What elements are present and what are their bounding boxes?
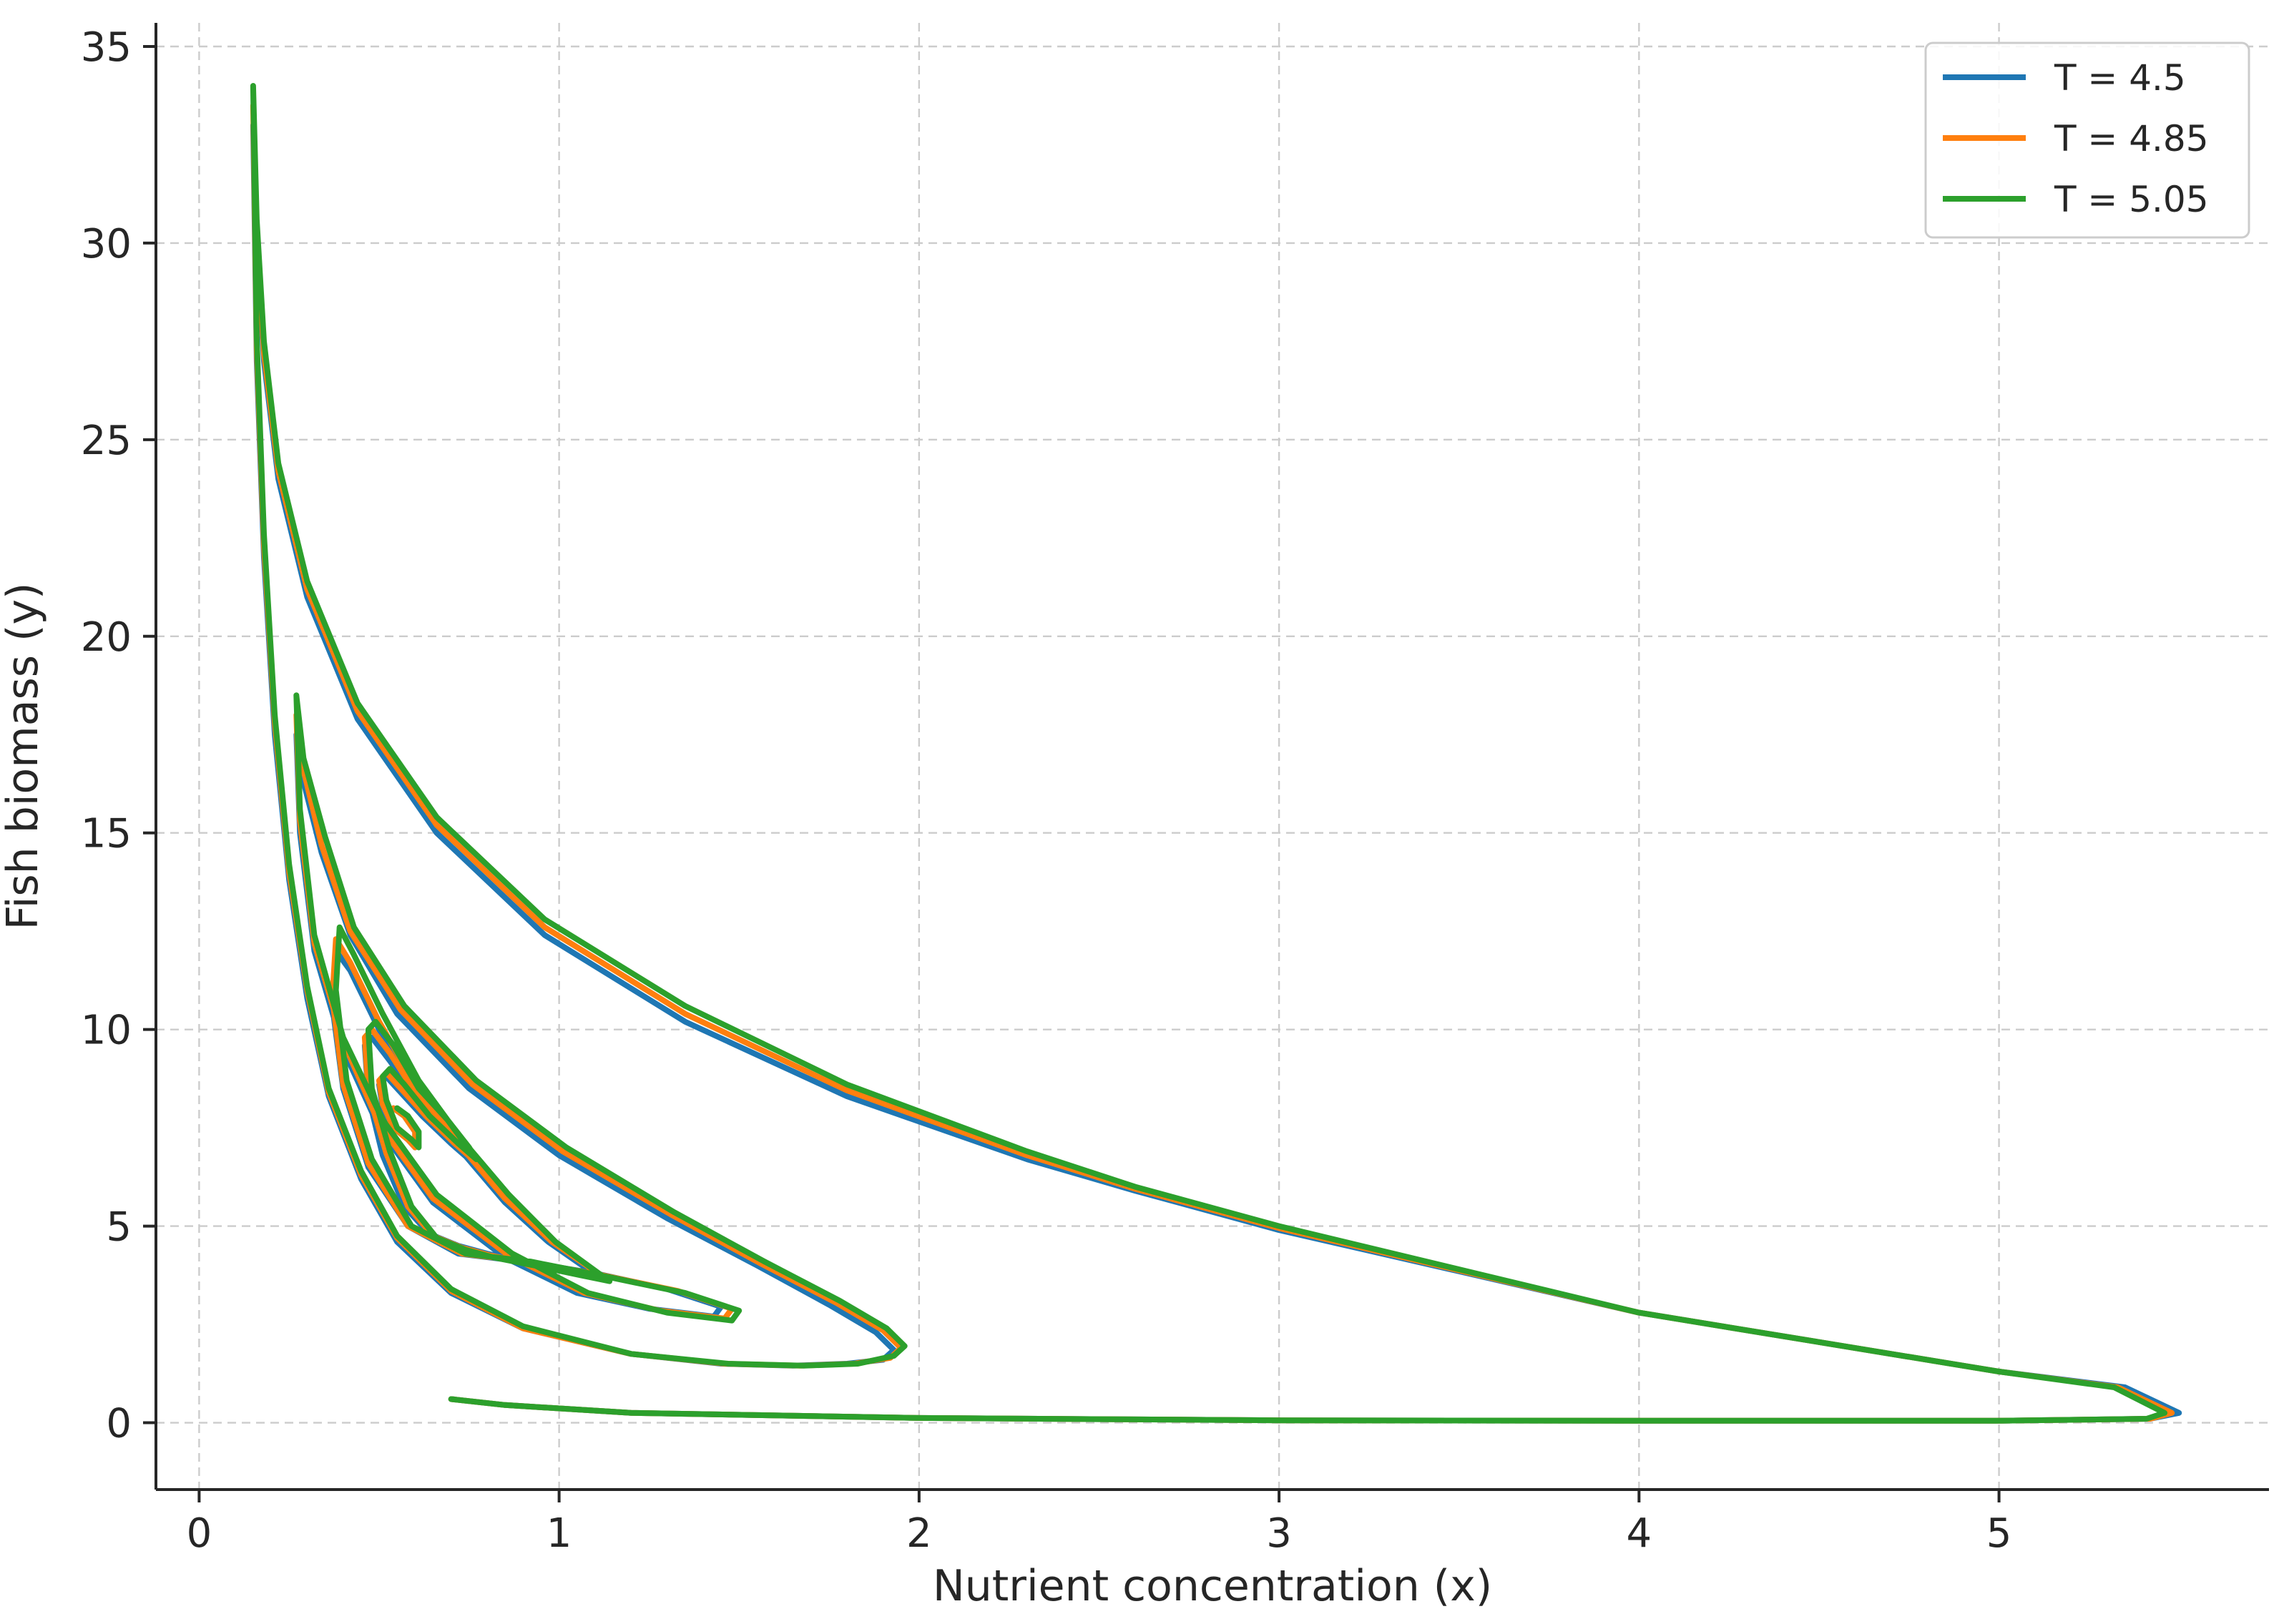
legend-label-1: T = 4.5 bbox=[2054, 57, 2186, 99]
x-tick-label: 3 bbox=[1266, 1510, 1292, 1557]
legend-box bbox=[1924, 41, 2250, 239]
legend-label-2: T = 4.85 bbox=[2054, 118, 2209, 159]
axes bbox=[155, 23, 2269, 1491]
y-tick-label: 5 bbox=[106, 1204, 132, 1251]
x-tick-label: 4 bbox=[1627, 1510, 1652, 1557]
series-lines bbox=[250, 83, 2182, 1424]
y-tick-label: 0 bbox=[106, 1401, 132, 1447]
y-tick-label: 25 bbox=[81, 418, 132, 464]
y-tick-label: 35 bbox=[81, 24, 132, 71]
x-tick-label: 5 bbox=[1986, 1510, 2012, 1557]
y-axis-title: Fish biomass (y) bbox=[0, 583, 48, 930]
y-tick-label: 30 bbox=[81, 221, 132, 267]
x-tick-label: 0 bbox=[187, 1510, 212, 1557]
y-tick-label: 20 bbox=[81, 614, 132, 661]
ticks: 0 1 2 3 4 5 0 5 10 15 20 25 30 35 bbox=[81, 24, 2012, 1557]
y-tick-label: 15 bbox=[81, 811, 132, 857]
legend: T = 4.5 T = 4.85 T = 5.05 bbox=[1924, 41, 2250, 239]
legend-label-3: T = 5.05 bbox=[2054, 179, 2209, 220]
x-axis-title: Nutrient concentration (x) bbox=[933, 1561, 1492, 1611]
x-tick-label: 2 bbox=[906, 1510, 932, 1557]
series-line-3 bbox=[250, 83, 2168, 1424]
x-tick-label: 1 bbox=[547, 1510, 572, 1557]
y-tick-label: 10 bbox=[81, 1008, 132, 1054]
